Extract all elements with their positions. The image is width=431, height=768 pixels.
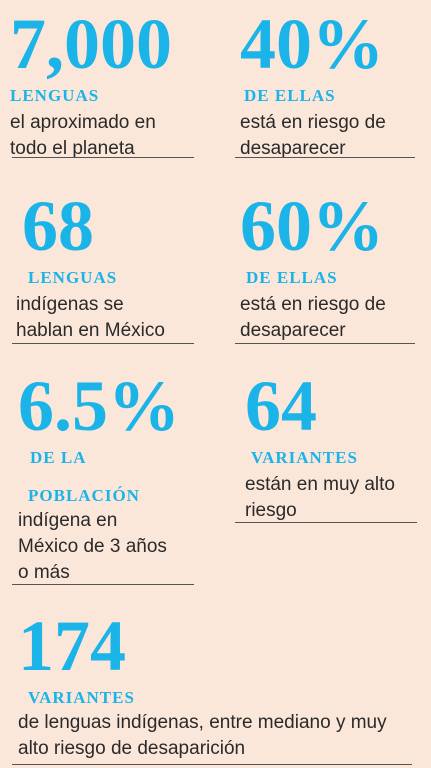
stat-number: 64: [245, 366, 317, 446]
desc-line: o más: [18, 562, 70, 583]
desc-line: México de 3 años: [18, 536, 167, 557]
stat-174: 174 VARIANTES de lenguas indígenas, entr…: [18, 610, 387, 762]
stat-label: VARIANTES: [251, 448, 358, 467]
desc-line: el aproximado en: [10, 112, 156, 133]
stat-label: VARIANTES: [28, 688, 135, 707]
stat-description: de lenguas indígenas, entre mediano y mu…: [18, 710, 387, 762]
desc-line: indígena en: [18, 510, 118, 531]
stat-68: 68 LENGUAS indígenas se hablan en México: [16, 186, 165, 344]
stat-number: 68: [22, 186, 94, 266]
desc-line: de lenguas indígenas, entre mediano y mu…: [18, 712, 387, 733]
stat-label: POBLACIÓN: [28, 486, 140, 505]
stat-60-percent: 60% DE ELLAS está en riesgo de desaparec…: [240, 190, 386, 344]
stat-40-percent: 40% DE ELLAS está en riesgo de desaparec…: [240, 8, 386, 162]
stat-label: DE ELLAS: [244, 86, 336, 105]
stat-description: están en muy alto riesgo: [245, 472, 395, 524]
divider: [12, 764, 412, 765]
desc-line: están en muy alto: [245, 474, 395, 495]
stat-number: 40%: [240, 4, 384, 84]
desc-line: alto riesgo de desaparición: [18, 738, 246, 759]
stat-64: 64 VARIANTES están en muy alto riesgo: [245, 370, 395, 524]
stat-number: 7,000: [10, 4, 172, 84]
desc-line: está en riesgo de: [240, 112, 386, 133]
desc-line: hablan en México: [16, 320, 165, 341]
desc-line: indígenas se: [16, 294, 124, 315]
stat-number: 6.5%: [18, 366, 180, 446]
stat-label: LENGUAS: [28, 268, 118, 287]
desc-line: desaparecer: [240, 320, 346, 341]
stat-number: 60%: [240, 186, 384, 266]
stat-description: está en riesgo de desaparecer: [240, 292, 386, 344]
stat-description: está en riesgo de desaparecer: [240, 110, 386, 162]
stat-label: LENGUAS: [10, 86, 100, 105]
stat-label: DE LA: [30, 448, 87, 467]
stat-7000: 7,000 LENGUAS el aproximado en todo el p…: [10, 8, 172, 162]
desc-line: riesgo: [245, 500, 297, 521]
divider: [12, 343, 194, 344]
stat-number: 174: [18, 606, 126, 686]
divider: [12, 157, 194, 158]
stat-label: DE ELLAS: [246, 268, 338, 287]
desc-line: desaparecer: [240, 138, 346, 159]
stat-description: el aproximado en todo el planeta: [10, 110, 172, 162]
stat-description: indígena en México de 3 años o más: [18, 508, 180, 586]
divider: [235, 157, 415, 158]
stat-6-5-percent: 6.5% DE LA POBLACIÓN indígena en México …: [18, 370, 180, 586]
divider: [235, 522, 417, 523]
desc-line: todo el planeta: [10, 138, 135, 159]
stat-description: indígenas se hablan en México: [16, 292, 165, 344]
divider: [12, 584, 194, 585]
desc-line: está en riesgo de: [240, 294, 386, 315]
divider: [235, 343, 415, 344]
